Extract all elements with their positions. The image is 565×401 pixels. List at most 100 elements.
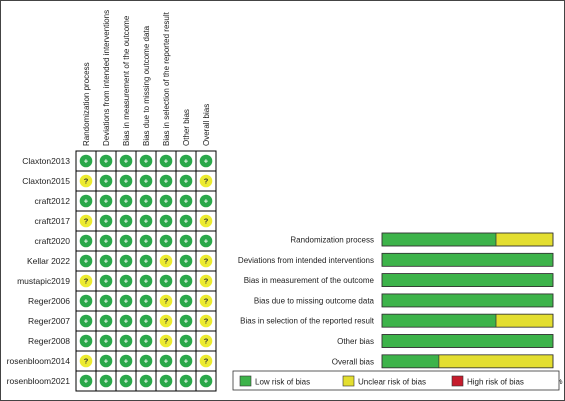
study-label: mustapic2019 [17, 276, 70, 286]
study-label: Claxton2015 [22, 176, 70, 186]
judgment-dot-low [99, 174, 113, 188]
judgment-symbol: + [104, 317, 109, 326]
judgment-symbol: + [144, 357, 149, 366]
judgment-symbol: + [84, 317, 89, 326]
judgment-dot-low [139, 354, 153, 368]
judgment-dot-low [99, 354, 113, 368]
judgment-symbol: + [144, 337, 149, 346]
judgment-dot-low [179, 174, 193, 188]
judgment-symbol: + [164, 277, 169, 286]
judgment-dot-low [139, 234, 153, 248]
bar-category-label: Bias in measurement of the outcome [244, 276, 375, 285]
study-label: Reger2008 [28, 336, 70, 346]
judgment-symbol: ? [84, 177, 89, 186]
judgment-dot-low [159, 154, 173, 168]
judgment-symbol: + [144, 377, 149, 386]
study-label: Claxton2013 [22, 156, 70, 166]
study-label: Reger2007 [28, 316, 70, 326]
judgment-symbol: + [164, 197, 169, 206]
judgment-symbol: + [164, 217, 169, 226]
judgment-dot-low [119, 274, 133, 288]
judgment-dot-low [119, 374, 133, 388]
judgment-dot-low [179, 314, 193, 328]
judgment-dot-unclear [159, 254, 173, 268]
judgment-dot-low [79, 334, 93, 348]
judgment-dot-low [139, 214, 153, 228]
judgment-symbol: + [104, 197, 109, 206]
judgment-dot-low [119, 174, 133, 188]
judgment-symbol: + [144, 297, 149, 306]
judgment-symbol: + [84, 297, 89, 306]
judgment-dot-low [139, 314, 153, 328]
judgment-symbol: + [104, 277, 109, 286]
judgment-symbol: + [104, 217, 109, 226]
judgment-dot-low [179, 374, 193, 388]
judgment-dot-unclear [199, 174, 213, 188]
judgment-symbol: + [104, 237, 109, 246]
bar-segment-unclear [438, 354, 554, 369]
legend-label: Low risk of bias [255, 378, 310, 387]
judgment-symbol: + [124, 297, 129, 306]
study-label: Reger2006 [28, 296, 70, 306]
judgment-dot-low [119, 294, 133, 308]
judgment-symbol: + [84, 377, 89, 386]
judgment-symbol: + [184, 237, 189, 246]
judgment-symbol: + [184, 197, 189, 206]
judgment-dot-unclear [79, 274, 93, 288]
judgment-dot-low [79, 314, 93, 328]
judgment-dot-low [159, 174, 173, 188]
judgment-dot-unclear [159, 294, 173, 308]
judgment-dot-low [99, 194, 113, 208]
judgment-symbol: + [124, 237, 129, 246]
judgment-symbol: ? [164, 257, 169, 266]
legend-swatch-low [239, 375, 252, 387]
judgment-dot-unclear [199, 274, 213, 288]
judgment-symbol: + [124, 157, 129, 166]
judgment-symbol: + [164, 157, 169, 166]
judgment-symbol: + [104, 377, 109, 386]
study-label: Kellar 2022 [27, 256, 70, 266]
bar-segment-low [381, 293, 554, 308]
judgment-dot-low [199, 234, 213, 248]
bar-outline [381, 354, 554, 369]
bar-outline [381, 313, 554, 328]
judgment-symbol: + [104, 177, 109, 186]
judgment-dot-low [159, 214, 173, 228]
judgment-symbol: + [184, 357, 189, 366]
judgment-symbol: + [144, 317, 149, 326]
bar-segment-unclear [495, 232, 554, 247]
judgment-dot-low [159, 194, 173, 208]
judgment-symbol: ? [204, 297, 209, 306]
judgment-symbol: + [124, 317, 129, 326]
judgment-symbol: + [184, 317, 189, 326]
judgment-dot-low [79, 294, 93, 308]
bar-segment-low [381, 273, 554, 287]
judgment-symbol: + [144, 277, 149, 286]
judgment-symbol: + [184, 157, 189, 166]
judgment-dot-low [79, 374, 93, 388]
judgment-dot-low [119, 194, 133, 208]
legend-swatch-unclear [342, 375, 355, 387]
column-header: Deviations from intended interventions [102, 10, 111, 146]
judgment-dot-low [159, 234, 173, 248]
judgment-symbol: + [204, 237, 209, 246]
judgment-dot-low [139, 334, 153, 348]
judgment-dot-low [159, 274, 173, 288]
judgment-symbol: + [124, 277, 129, 286]
judgment-dot-low [159, 354, 173, 368]
bar-category-label: Deviations from intended interventions [238, 256, 374, 265]
judgment-dot-low [139, 174, 153, 188]
study-label: craft2017 [35, 216, 71, 226]
judgment-symbol: + [164, 237, 169, 246]
legend-label: High risk of bias [467, 378, 524, 387]
bar-segment-unclear [495, 313, 554, 328]
judgment-dot-unclear [199, 354, 213, 368]
judgment-symbol: + [104, 337, 109, 346]
judgment-symbol: ? [204, 177, 209, 186]
judgment-dot-low [179, 354, 193, 368]
judgment-symbol: + [184, 377, 189, 386]
judgment-dot-low [99, 154, 113, 168]
judgment-dot-low [79, 254, 93, 268]
judgment-symbol: + [144, 257, 149, 266]
judgment-dot-low [179, 194, 193, 208]
